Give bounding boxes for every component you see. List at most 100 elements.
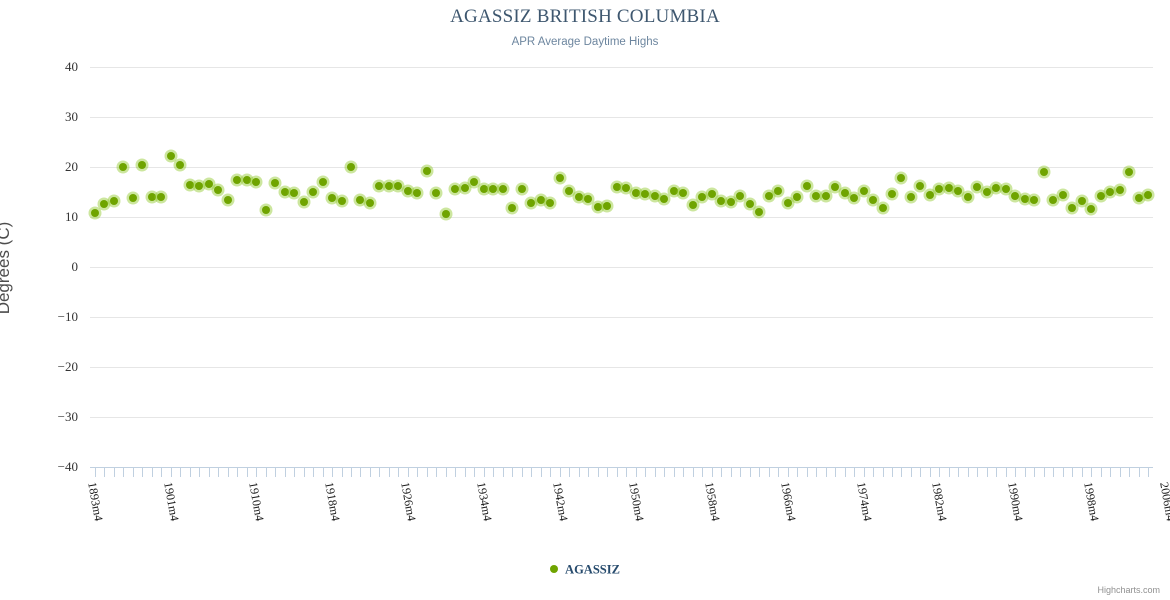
data-point[interactable] (479, 185, 488, 193)
highcharts-credits[interactable]: Highcharts.com (1097, 585, 1160, 595)
data-point[interactable] (1115, 185, 1124, 194)
data-point[interactable] (859, 187, 868, 195)
data-point[interactable] (157, 192, 166, 201)
data-point[interactable] (261, 205, 270, 214)
data-point[interactable] (1011, 191, 1020, 200)
data-point[interactable] (489, 185, 498, 193)
data-point[interactable] (138, 160, 147, 169)
data-point[interactable] (906, 192, 915, 201)
data-point[interactable] (147, 192, 156, 201)
data-point[interactable] (460, 184, 469, 192)
data-point[interactable] (840, 189, 849, 197)
data-point[interactable] (299, 197, 308, 206)
data-point[interactable] (1001, 185, 1010, 193)
data-point[interactable] (1049, 195, 1058, 204)
data-point[interactable] (954, 186, 963, 195)
data-point[interactable] (821, 192, 830, 200)
data-point[interactable] (309, 187, 318, 196)
data-point[interactable] (622, 183, 631, 192)
data-point[interactable] (508, 204, 517, 212)
data-point[interactable] (1020, 195, 1029, 203)
data-point[interactable] (1144, 191, 1153, 199)
data-point[interactable] (1068, 204, 1077, 212)
data-point[interactable] (897, 174, 906, 182)
data-point[interactable] (280, 187, 289, 196)
data-point[interactable] (1077, 197, 1086, 205)
data-point[interactable] (176, 161, 185, 169)
data-point[interactable] (783, 198, 792, 207)
data-point[interactable] (565, 186, 574, 195)
data-point[interactable] (242, 175, 251, 184)
data-point[interactable] (223, 195, 232, 204)
data-point[interactable] (546, 198, 555, 207)
data-point[interactable] (195, 182, 204, 190)
data-point[interactable] (1125, 168, 1134, 176)
data-point[interactable] (384, 182, 393, 190)
data-point[interactable] (831, 182, 840, 191)
data-point[interactable] (233, 176, 242, 184)
data-point[interactable] (593, 202, 602, 211)
data-point[interactable] (100, 200, 109, 208)
data-point[interactable] (441, 210, 450, 218)
data-point[interactable] (498, 184, 507, 193)
data-point[interactable] (422, 167, 431, 175)
data-point[interactable] (793, 192, 802, 201)
data-point[interactable] (982, 188, 991, 196)
data-point[interactable] (1096, 192, 1105, 200)
data-point[interactable] (1106, 188, 1115, 196)
data-point[interactable] (631, 189, 640, 197)
data-point[interactable] (774, 186, 783, 195)
data-point[interactable] (764, 192, 773, 200)
data-point[interactable] (726, 197, 735, 206)
data-point[interactable] (365, 198, 374, 207)
data-point[interactable] (185, 181, 194, 189)
data-point[interactable] (109, 197, 118, 205)
data-point[interactable] (1039, 168, 1048, 176)
data-point[interactable] (347, 163, 355, 171)
data-point[interactable] (119, 163, 128, 171)
data-point[interactable] (536, 195, 545, 204)
data-point[interactable] (973, 183, 982, 191)
data-point[interactable] (963, 193, 972, 201)
data-point[interactable] (470, 178, 479, 186)
data-point[interactable] (290, 189, 299, 197)
data-point[interactable] (318, 178, 327, 186)
data-point[interactable] (1030, 195, 1039, 204)
data-point[interactable] (688, 200, 697, 209)
data-point[interactable] (356, 196, 365, 204)
data-point[interactable] (660, 194, 669, 203)
data-point[interactable] (90, 208, 99, 217)
data-point[interactable] (944, 183, 953, 192)
data-point[interactable] (603, 202, 612, 210)
data-point[interactable] (204, 179, 213, 188)
data-point[interactable] (669, 187, 678, 195)
data-point[interactable] (850, 193, 859, 202)
data-point[interactable] (612, 182, 621, 191)
data-point[interactable] (707, 190, 716, 198)
data-point[interactable] (1087, 205, 1096, 213)
data-point[interactable] (736, 192, 745, 200)
data-point[interactable] (413, 188, 422, 197)
data-point[interactable] (584, 195, 593, 203)
data-point[interactable] (925, 190, 934, 199)
data-point[interactable] (375, 181, 384, 190)
data-point[interactable] (717, 196, 726, 205)
data-point[interactable] (869, 196, 877, 204)
data-point[interactable] (166, 151, 175, 160)
data-point[interactable] (755, 208, 764, 216)
data-point[interactable] (214, 185, 223, 194)
data-point[interactable] (916, 181, 925, 190)
data-point[interactable] (641, 190, 650, 198)
legend-item-agassiz[interactable]: AGASSIZ (550, 562, 620, 578)
data-point[interactable] (698, 193, 707, 201)
data-point[interactable] (992, 184, 1001, 192)
data-point[interactable] (650, 192, 659, 200)
data-point[interactable] (802, 182, 811, 190)
data-point[interactable] (555, 173, 564, 182)
data-point[interactable] (527, 199, 536, 207)
data-point[interactable] (394, 181, 403, 190)
data-point[interactable] (1134, 193, 1143, 202)
data-point[interactable] (878, 204, 887, 212)
data-point[interactable] (252, 177, 261, 186)
data-point[interactable] (403, 187, 412, 195)
